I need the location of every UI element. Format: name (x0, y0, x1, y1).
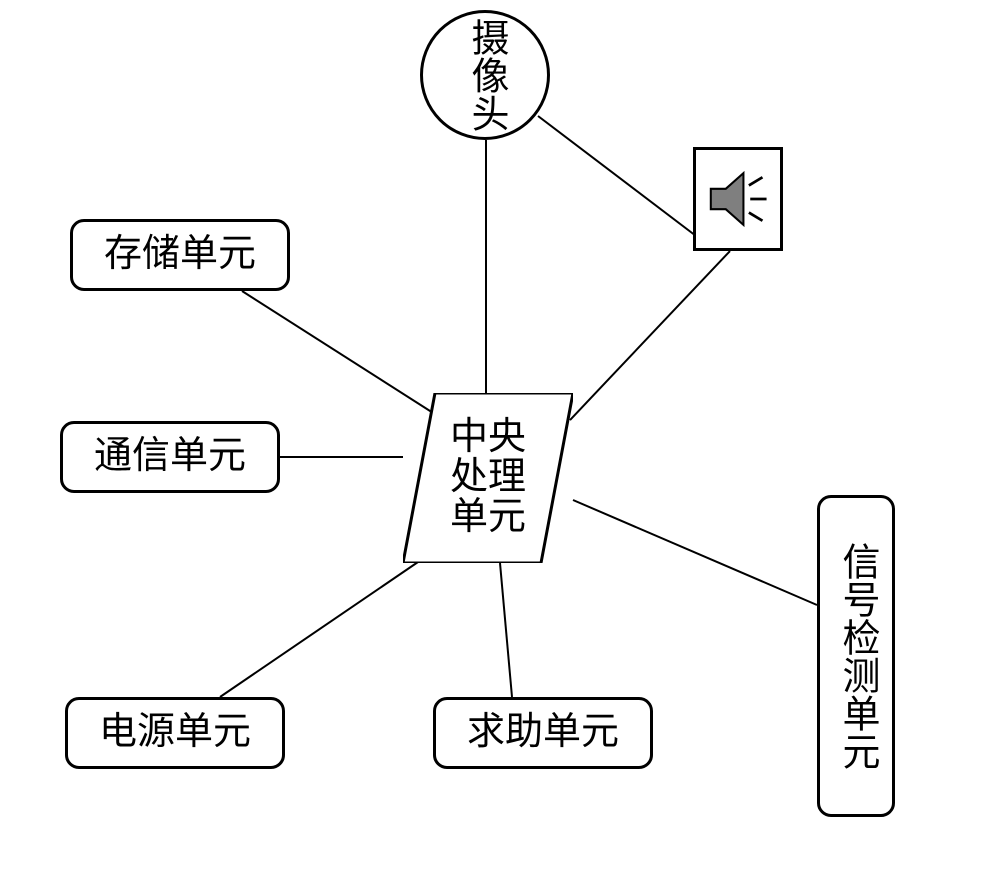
node-center: 中央 处理 单元 (403, 393, 573, 563)
speaker-icon (704, 158, 772, 240)
node-label: 存储单元 (104, 235, 256, 275)
node-label: 中央 处理 单元 (450, 418, 526, 538)
edge (570, 251, 730, 420)
node-power: 电源单元 (65, 697, 285, 769)
node-label: 通信单元 (94, 437, 246, 477)
node-label: 摄像头 (465, 18, 505, 132)
node-storage: 存储单元 (70, 219, 290, 291)
edge (573, 500, 817, 605)
node-speaker (693, 147, 783, 251)
node-label: 信号检测单元 (836, 542, 876, 770)
diagram-canvas: 中央 处理 单元 摄像头存储单元通信单元电源单元 求助单元 信号检测单元 (0, 0, 983, 893)
node-comm: 通信单元 (60, 421, 280, 493)
node-label: 求助单元 (467, 713, 619, 753)
edge (500, 563, 512, 697)
edge (220, 547, 440, 697)
node-camera: 摄像头 (420, 10, 550, 140)
node-signal: 信号检测单元 (817, 495, 895, 817)
node-label: 电源单元 (99, 713, 251, 753)
node-help: 求助单元 (433, 697, 653, 769)
edge (538, 116, 700, 239)
